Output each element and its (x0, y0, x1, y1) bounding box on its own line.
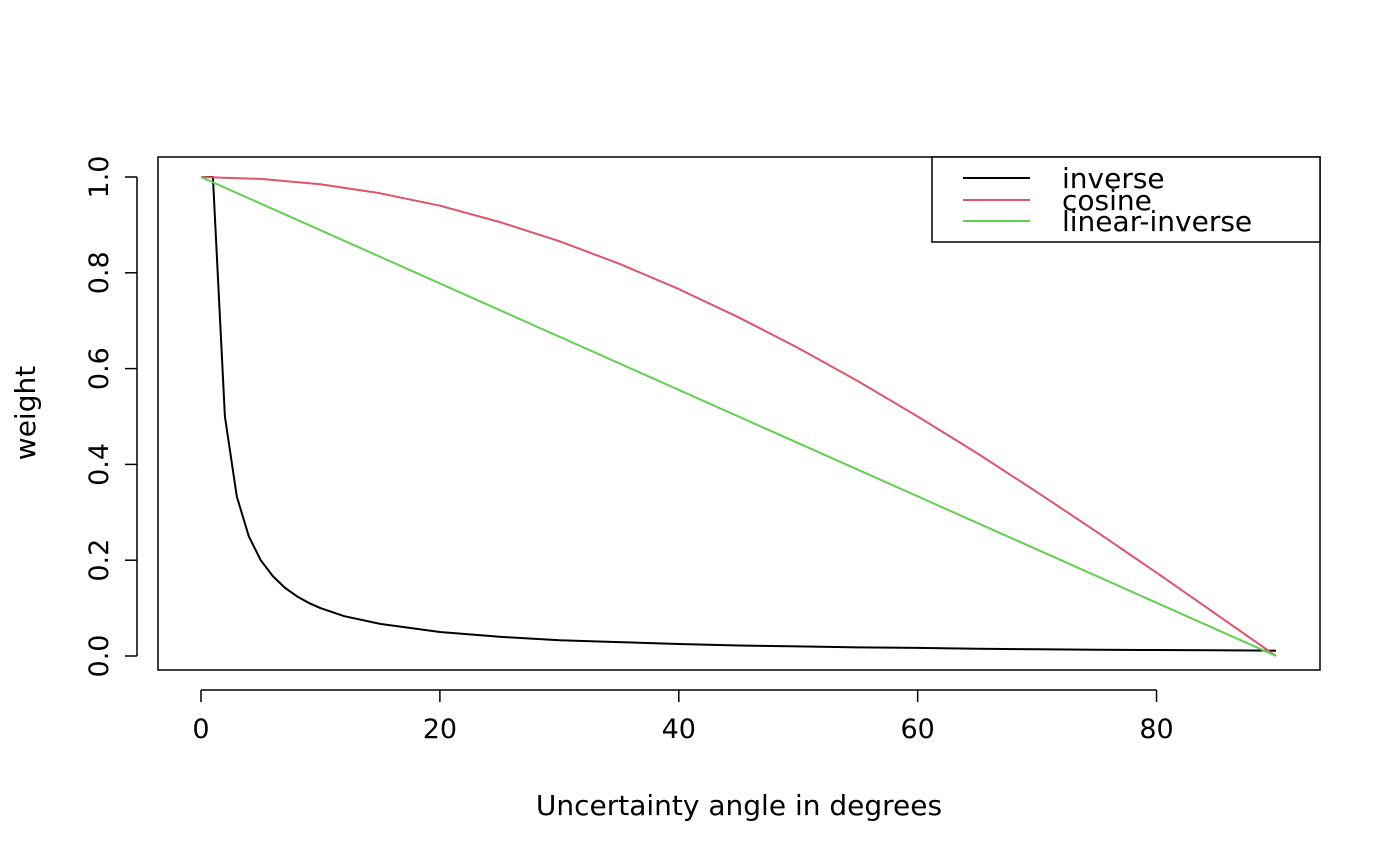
axes: 0 20 40 60 80 0.0 0.2 0.4 0.6 0.8 1.0 (84, 156, 1174, 745)
y-axis-label: weight (9, 366, 42, 460)
legend-entry-label: inverse (1062, 162, 1165, 195)
x-tick-label: 20 (423, 714, 457, 745)
x-axis-label: Uncertainty angle in degrees (536, 789, 942, 822)
x-tick-label: 0 (192, 714, 209, 745)
series-line-inverse (201, 176, 1277, 652)
x-tick-label: 60 (900, 714, 934, 745)
series-line-cosine (200, 176, 1277, 657)
plot-area (157, 156, 1321, 671)
y-tick-label: 0.4 (84, 443, 115, 486)
series-group (200, 176, 1277, 657)
y-tick-label: 0.8 (84, 251, 115, 294)
y-tick-label: 0.6 (84, 347, 115, 390)
y-tick-label: 0.0 (84, 635, 115, 678)
plot-frame (157, 156, 1321, 671)
x-tick-label: 40 (662, 714, 696, 745)
legend-entry-label: linear-inverse (1062, 205, 1252, 238)
y-tick-label: 1.0 (84, 156, 115, 199)
y-tick-label: 0.2 (84, 539, 115, 582)
x-tick-label: 80 (1139, 714, 1173, 745)
legend-entry-label: cosine (1062, 184, 1152, 217)
series-line-linear-inverse (200, 176, 1277, 657)
